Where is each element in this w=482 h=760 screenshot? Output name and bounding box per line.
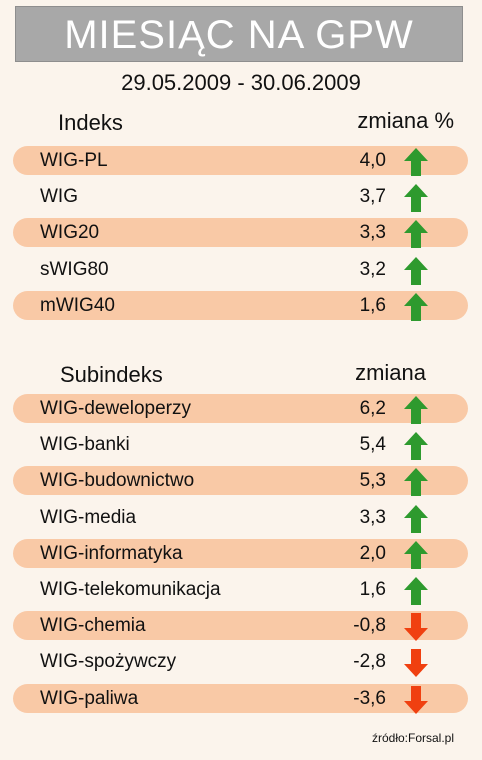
source-credit: źródło:Forsal.pl bbox=[371, 731, 454, 745]
table-row: WIG-paliwa -3,6 bbox=[13, 683, 468, 714]
row-value: 5,3 bbox=[359, 470, 386, 492]
row-name: WIG-spożywczy bbox=[40, 651, 177, 673]
row-value: 3,2 bbox=[359, 258, 386, 280]
table-row: WIG-telekomunikacja 1,6 bbox=[13, 575, 468, 605]
row-value: 4,0 bbox=[359, 150, 386, 171]
section-header-name-subindeks: Subindeks bbox=[60, 362, 163, 387]
row-name: mWIG40 bbox=[40, 294, 115, 316]
table-row: WIG-informatyka 2,0 bbox=[13, 538, 468, 569]
row-name: WIG-budownictwo bbox=[40, 470, 195, 492]
row-value: -3,6 bbox=[353, 687, 386, 709]
arrow-down-icon bbox=[404, 613, 428, 642]
row-name: WIG-informatyka bbox=[40, 542, 183, 564]
row-name: WIG bbox=[40, 186, 78, 208]
date-range: 29.05.2009 - 30.06.2009 bbox=[121, 70, 361, 95]
row-name: WIG-telekomunikacja bbox=[40, 579, 221, 600]
page-title: MIESIĄC NA GPW bbox=[64, 13, 414, 57]
row-value: 3,7 bbox=[359, 186, 386, 208]
arrow-up-icon bbox=[404, 184, 428, 213]
row-value: 3,3 bbox=[359, 506, 386, 528]
row-value: 1,6 bbox=[359, 294, 386, 316]
table-row: WIG-deweloperzy 6,2 bbox=[13, 394, 468, 424]
row-name: WIG-banki bbox=[40, 434, 130, 456]
arrow-up-icon bbox=[404, 540, 428, 569]
row-value: 6,2 bbox=[359, 398, 386, 419]
table-row: WIG-spożywczy -2,8 bbox=[13, 647, 468, 678]
arrow-up-icon bbox=[404, 468, 428, 497]
arrow-up-icon bbox=[404, 292, 428, 321]
table-row: mWIG40 1,6 bbox=[13, 290, 468, 321]
row-value: 2,0 bbox=[359, 542, 386, 564]
section-header-value-subindeks: zmiana bbox=[355, 360, 426, 385]
table-row: WIG-banki 5,4 bbox=[13, 430, 468, 461]
row-name: WIG-PL bbox=[40, 150, 108, 171]
arrow-up-icon bbox=[404, 504, 428, 533]
row-name: WIG-chemia bbox=[40, 615, 146, 637]
arrow-up-icon bbox=[404, 432, 428, 461]
section-header-name-indeks: Indeks bbox=[58, 110, 123, 135]
row-value: -0,8 bbox=[353, 615, 386, 637]
row-value: -2,8 bbox=[353, 651, 386, 673]
row-name: sWIG80 bbox=[40, 258, 109, 280]
arrow-down-icon bbox=[404, 649, 428, 678]
table-row: WIG-budownictwo 5,3 bbox=[13, 466, 468, 497]
table-row: WIG-PL 4,0 bbox=[13, 146, 468, 176]
arrow-up-icon bbox=[404, 256, 428, 285]
row-name: WIG20 bbox=[40, 222, 100, 244]
table-row: WIG-chemia -0,8 bbox=[13, 611, 468, 642]
row-value: 5,4 bbox=[359, 434, 386, 456]
section-header-value-indeks: zmiana % bbox=[357, 108, 454, 133]
arrow-up-icon bbox=[404, 577, 428, 605]
arrow-down-icon bbox=[404, 685, 428, 714]
arrow-up-icon bbox=[404, 148, 428, 176]
table-row: sWIG80 3,2 bbox=[13, 255, 468, 285]
table-row: WIG-media 3,3 bbox=[13, 503, 468, 533]
row-value: 1,6 bbox=[359, 579, 386, 600]
row-name: WIG-deweloperzy bbox=[40, 398, 191, 419]
row-name: WIG-media bbox=[40, 506, 137, 528]
table-row: WIG20 3,3 bbox=[13, 218, 468, 249]
table-row: WIG 3,7 bbox=[13, 182, 468, 213]
row-name: WIG-paliwa bbox=[40, 687, 139, 709]
arrow-up-icon bbox=[404, 396, 428, 424]
row-value: 3,3 bbox=[359, 222, 386, 244]
arrow-up-icon bbox=[404, 220, 428, 249]
title-bar: MIESIĄC NA GPW bbox=[15, 6, 463, 62]
